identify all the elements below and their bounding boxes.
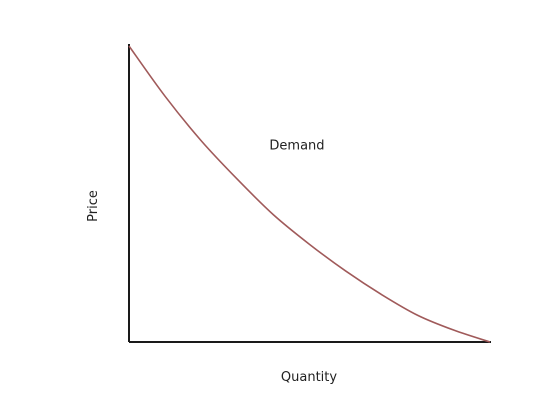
y-axis-label: Price bbox=[86, 190, 101, 222]
x-axis-label: Quantity bbox=[281, 370, 337, 385]
plot-area: Demand bbox=[128, 44, 491, 343]
demand-curve-label: Demand bbox=[269, 139, 324, 154]
demand-curve-line bbox=[128, 45, 491, 343]
